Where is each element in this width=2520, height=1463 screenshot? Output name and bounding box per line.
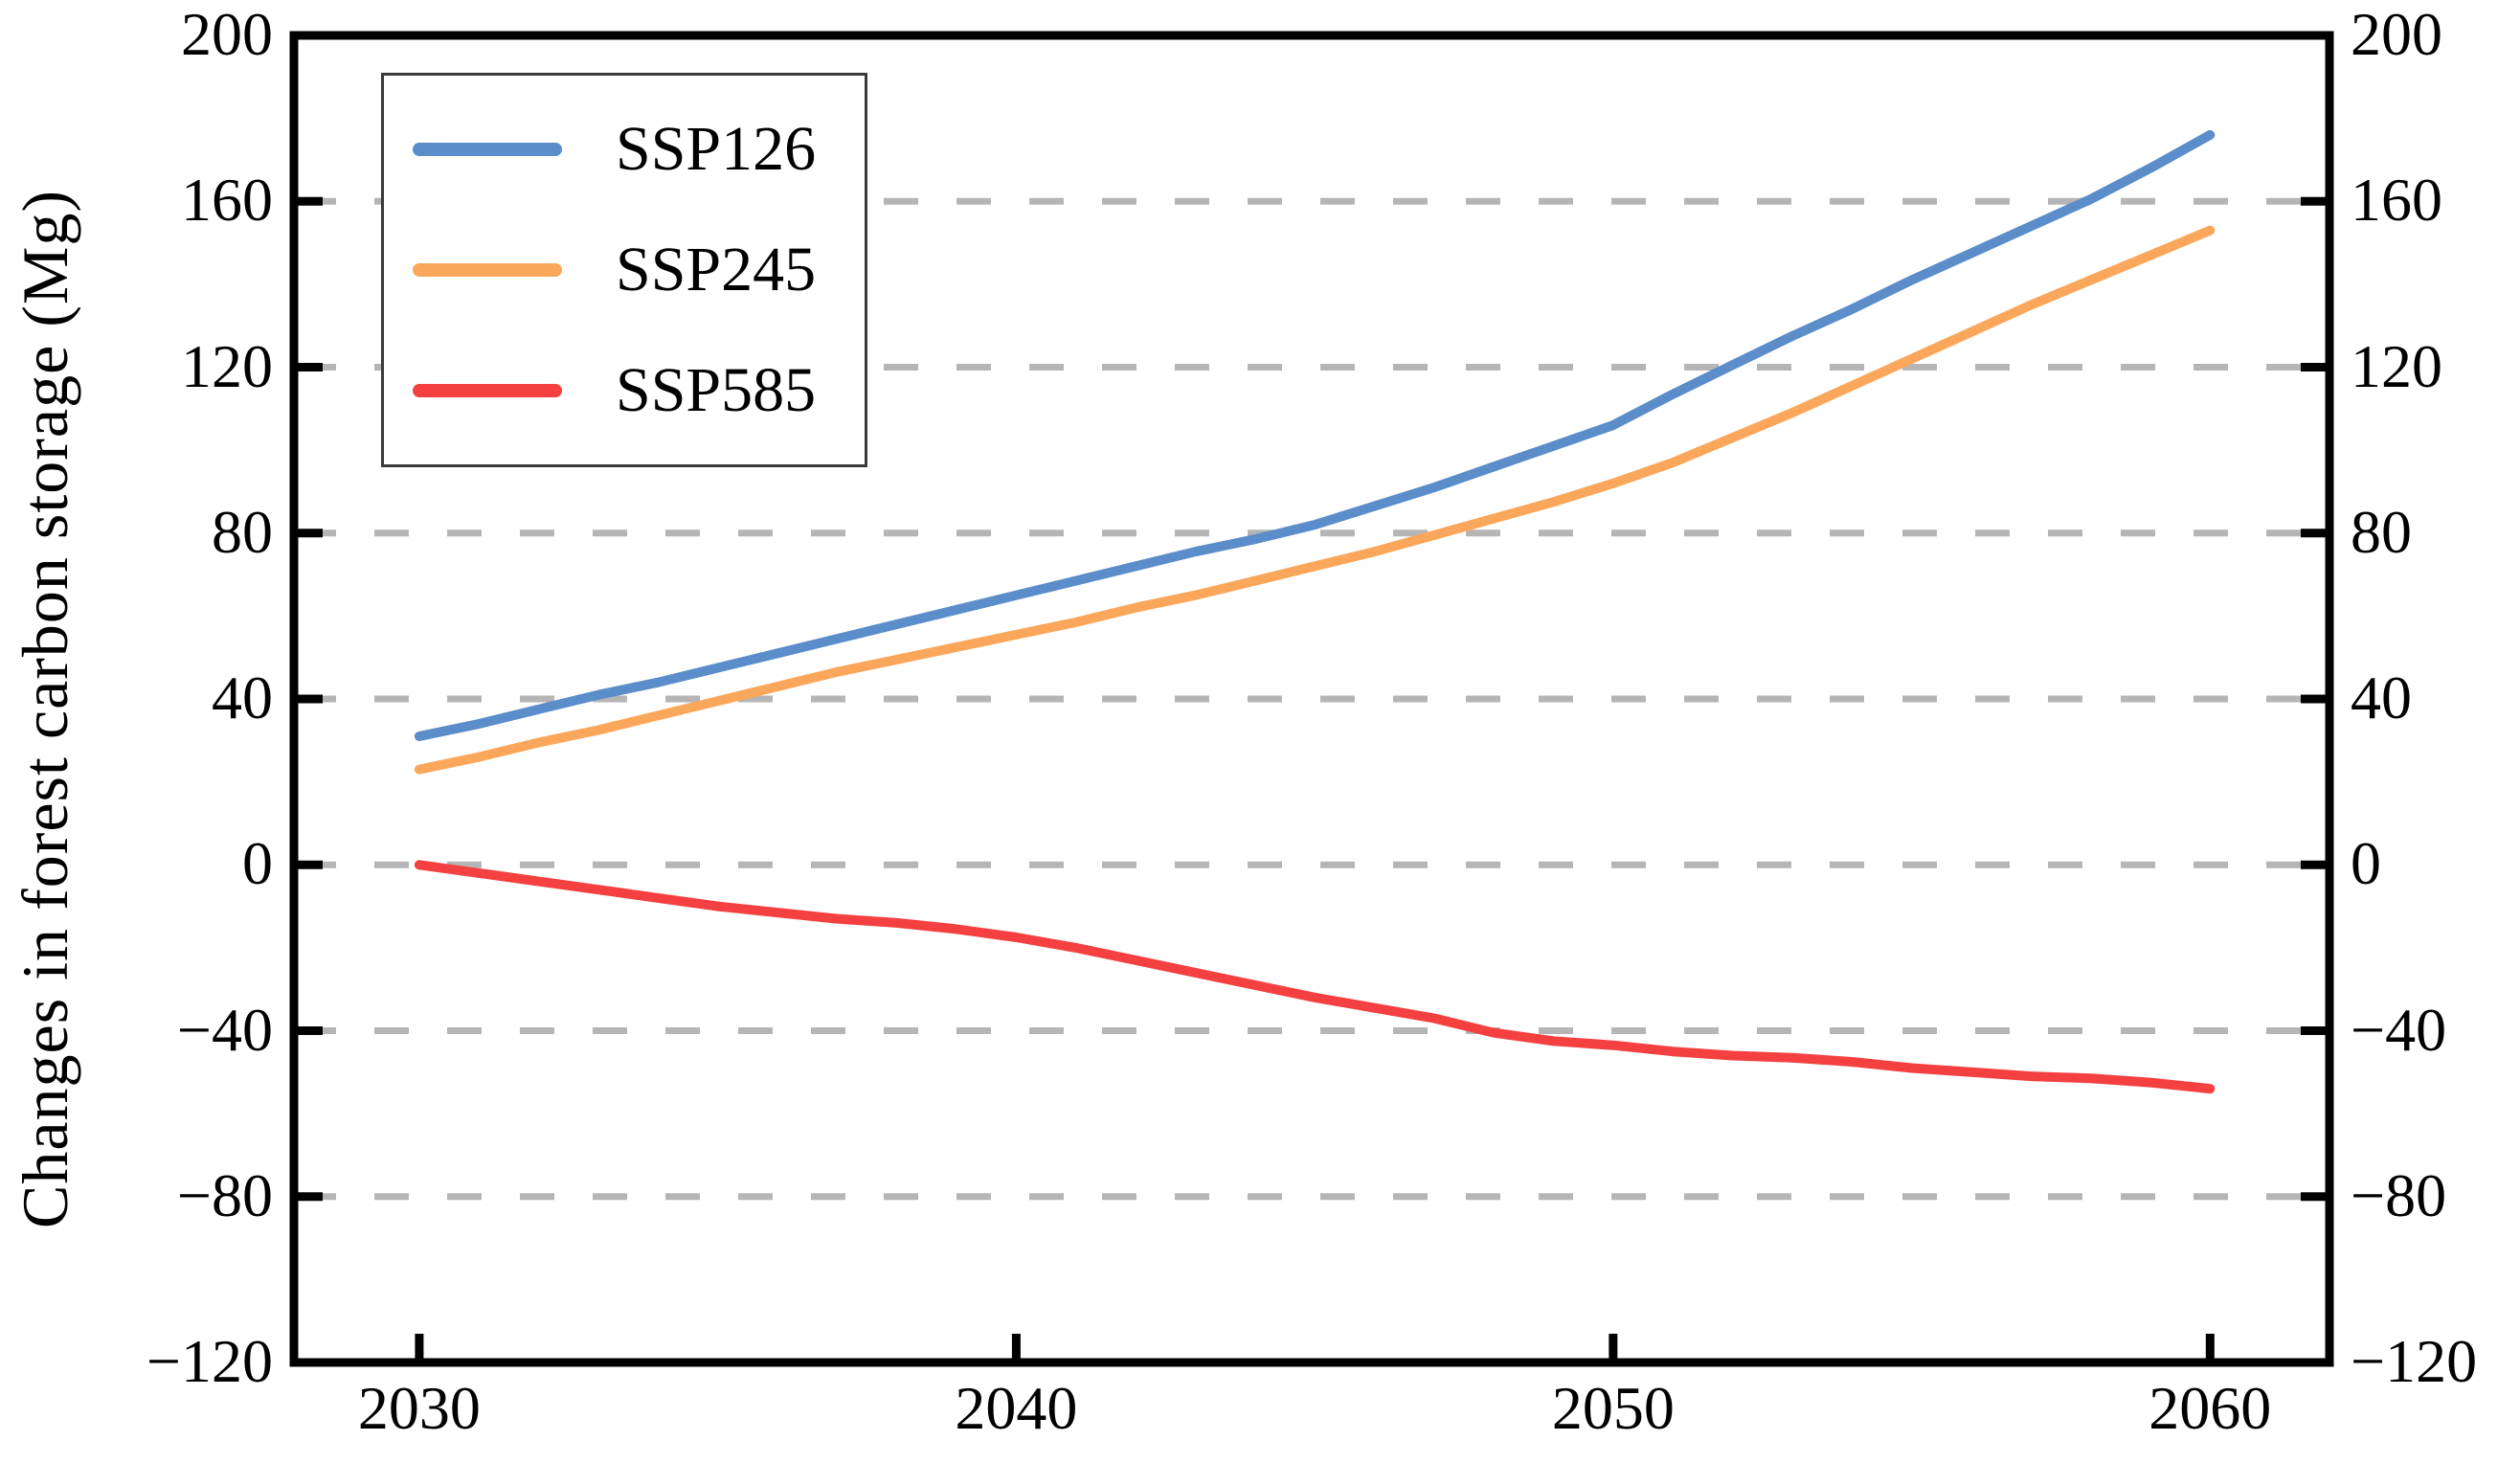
legend-item-ssp585: SSP585 bbox=[384, 359, 865, 422]
ytick-right--120: −120 bbox=[2351, 1327, 2478, 1395]
xtick-2060: 2060 bbox=[2149, 1374, 2272, 1442]
ytick-left-200: 200 bbox=[181, 0, 273, 68]
ytick-right--40: −40 bbox=[2351, 995, 2447, 1064]
xtick-2030: 2030 bbox=[357, 1374, 481, 1442]
series-line-ssp126 bbox=[414, 129, 2216, 741]
legend-item-ssp126: SSP126 bbox=[384, 118, 865, 181]
series-line-ssp585 bbox=[414, 860, 2216, 1094]
ytick-left--40: −40 bbox=[176, 995, 273, 1064]
ssp585-line-swatch bbox=[413, 384, 562, 397]
legend-label-ssp585: SSP585 bbox=[616, 355, 817, 425]
ytick-right-120: 120 bbox=[2351, 331, 2442, 400]
ytick-left-80: 80 bbox=[212, 497, 273, 566]
ytick-left--80: −80 bbox=[176, 1160, 273, 1229]
ytick-right-160: 160 bbox=[2351, 166, 2442, 235]
series-line-ssp245 bbox=[414, 225, 2216, 775]
legend-label-ssp245: SSP245 bbox=[616, 235, 817, 304]
ytick-left-40: 40 bbox=[212, 664, 273, 732]
ytick-left-120: 120 bbox=[181, 331, 273, 400]
legend-label-ssp126: SSP126 bbox=[616, 114, 817, 184]
ytick-left-160: 160 bbox=[181, 166, 273, 235]
ytick-right-80: 80 bbox=[2351, 497, 2412, 566]
ytick-right-0: 0 bbox=[2351, 829, 2381, 898]
ytick-right--80: −80 bbox=[2351, 1160, 2447, 1229]
ytick-left-0: 0 bbox=[242, 829, 273, 898]
ytick-right-40: 40 bbox=[2351, 664, 2412, 732]
ssp245-line-swatch bbox=[413, 263, 562, 277]
plot-frame bbox=[289, 31, 2334, 1367]
xtick-2050: 2050 bbox=[1551, 1374, 1675, 1442]
ytick-left--120: −120 bbox=[146, 1327, 273, 1395]
legend: SSP126 SSP245 SSP585 bbox=[381, 73, 867, 467]
ssp126-line-swatch bbox=[413, 143, 562, 156]
legend-item-ssp245: SSP245 bbox=[384, 238, 865, 302]
ytick-right-200: 200 bbox=[2351, 0, 2442, 68]
xtick-2040: 2040 bbox=[955, 1374, 1078, 1442]
